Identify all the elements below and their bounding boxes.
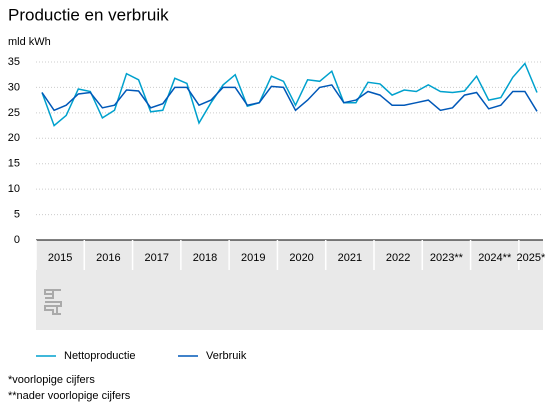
y-axis-label: mld kWh: [8, 36, 51, 48]
axis-band: [36, 240, 543, 330]
legend-label: Nettoproductie: [64, 350, 136, 362]
y-tick-label: 0: [14, 234, 20, 246]
footnote: *voorlopige cijfers: [8, 374, 95, 386]
y-tick-label: 35: [8, 56, 20, 68]
x-tick-label: 2018: [193, 252, 217, 264]
y-tick-label: 5: [14, 208, 20, 220]
y-tick-label: 25: [8, 107, 20, 119]
logo: [44, 289, 62, 315]
y-tick-label: 30: [8, 81, 20, 93]
legend-label: Verbruik: [206, 350, 247, 362]
series-line: [41, 84, 538, 112]
chart-title: Productie en verbruik: [8, 5, 169, 24]
x-tick-label: 2022: [386, 252, 410, 264]
x-tick-label: 2024**: [478, 252, 512, 264]
series-line: [41, 62, 538, 127]
x-tick-label: 2017: [144, 252, 168, 264]
y-tick-label: 10: [8, 183, 20, 195]
footnote: **nader voorlopige cijfers: [8, 390, 131, 402]
y-tick-label: 20: [8, 132, 20, 144]
x-tick-label: 2025*: [517, 252, 546, 264]
x-tick-label: 2023**: [430, 252, 464, 264]
x-tick-label: 2019: [241, 252, 265, 264]
x-tick-label: 2021: [338, 252, 362, 264]
x-tick-label: 2015: [48, 252, 72, 264]
x-tick-label: 2020: [289, 252, 313, 264]
y-tick-label: 15: [8, 158, 20, 170]
x-tick-label: 2016: [96, 252, 120, 264]
